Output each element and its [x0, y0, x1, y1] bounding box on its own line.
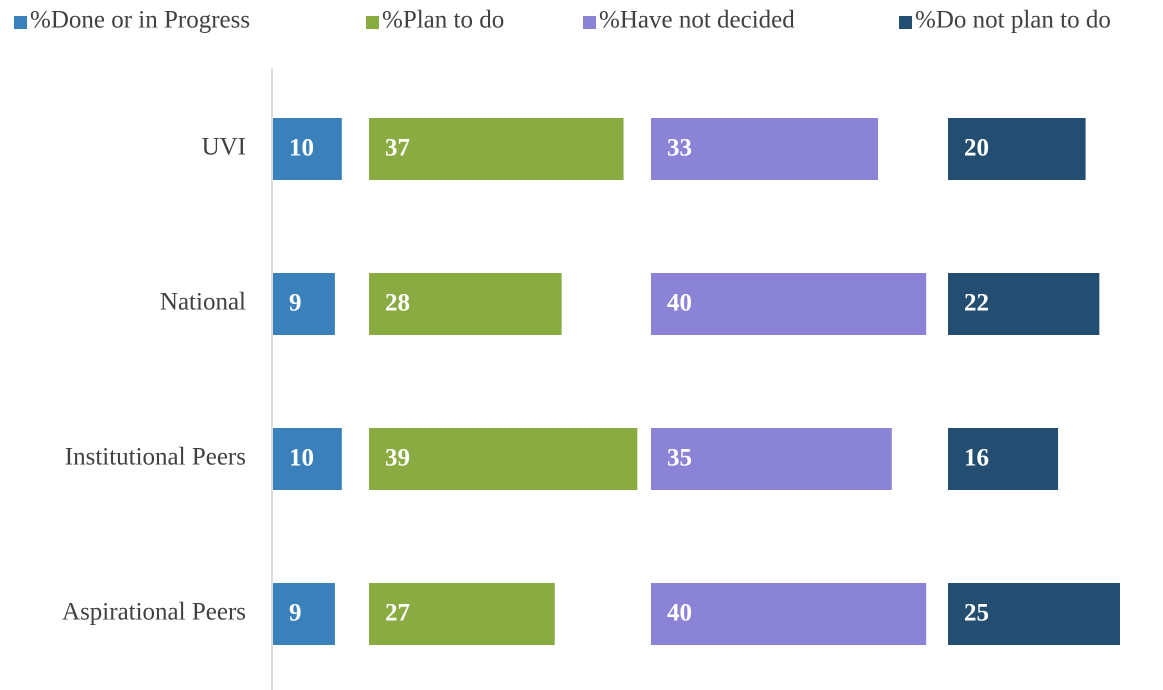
category-label: Aspirational Peers — [62, 599, 246, 626]
legend-swatch — [366, 16, 379, 29]
bar — [651, 583, 927, 645]
data-label: 9 — [289, 290, 302, 317]
bar — [948, 583, 1120, 645]
data-label: 25 — [964, 600, 989, 627]
data-label: 40 — [667, 600, 692, 627]
legend-swatch — [14, 16, 27, 29]
category-label: UVI — [202, 134, 246, 161]
legend-label: %Do not plan to do — [915, 7, 1111, 34]
bar — [273, 273, 335, 335]
bar — [369, 428, 638, 490]
legend-swatch — [583, 16, 596, 29]
data-label: 10 — [289, 445, 314, 472]
bar — [948, 428, 1059, 490]
bar — [369, 118, 624, 180]
data-label: 39 — [385, 445, 410, 472]
bar — [651, 118, 879, 180]
data-label: 9 — [289, 600, 302, 627]
data-label: 37 — [385, 135, 410, 162]
legend-swatch — [899, 16, 912, 29]
bar — [273, 118, 342, 180]
legend-label: %Have not decided — [599, 7, 795, 34]
legend-label: %Done or in Progress — [30, 7, 250, 34]
bar — [651, 273, 927, 335]
legend-label: %Plan to do — [382, 7, 504, 34]
data-label: 22 — [964, 290, 989, 317]
bar — [273, 428, 342, 490]
data-label: 40 — [667, 290, 692, 317]
data-label: 35 — [667, 445, 692, 472]
bar — [369, 583, 555, 645]
data-label: 16 — [964, 445, 989, 472]
bar — [948, 118, 1086, 180]
category-label: Institutional Peers — [65, 444, 246, 471]
bar — [948, 273, 1100, 335]
bar — [369, 273, 562, 335]
category-label: National — [160, 289, 246, 316]
data-label: 28 — [385, 290, 410, 317]
bar — [273, 583, 335, 645]
data-label: 33 — [667, 135, 692, 162]
bar — [651, 428, 892, 490]
data-label: 10 — [289, 135, 314, 162]
data-label: 20 — [964, 135, 989, 162]
data-label: 27 — [385, 600, 410, 627]
